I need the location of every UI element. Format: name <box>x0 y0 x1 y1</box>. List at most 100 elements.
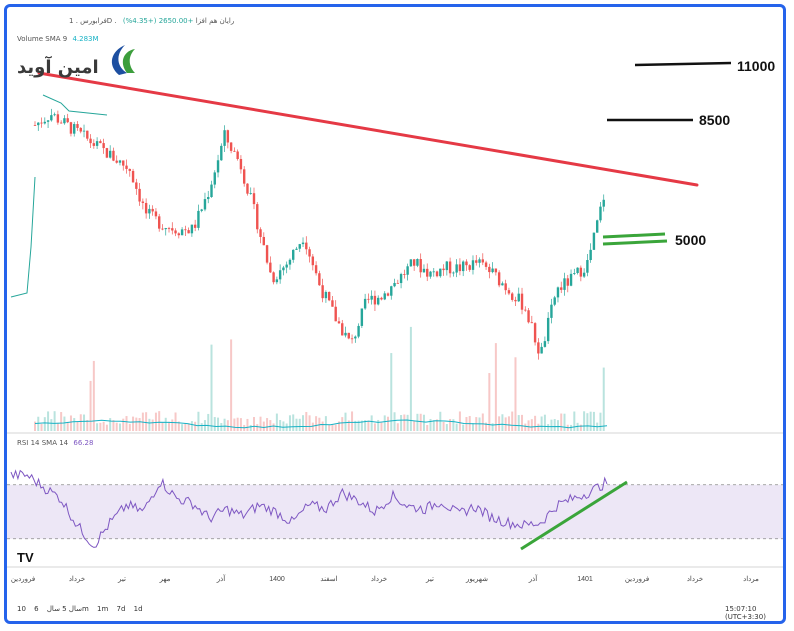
x-tick-label: تیر <box>117 576 126 583</box>
x-tick-label: فروردین <box>11 576 35 583</box>
volume-bar <box>148 418 151 431</box>
candle-body <box>416 259 419 266</box>
candle-body <box>442 268 445 271</box>
candle-body <box>37 122 40 126</box>
price-chart[interactable]: 11000 8500 5000 فروردین خرداد تیر مهر آذر 140… <box>7 7 783 621</box>
candle-body <box>419 259 422 273</box>
volume-bar <box>413 421 416 431</box>
timeframe-6m[interactable]: 6m <box>34 605 89 613</box>
candle-body <box>429 271 432 277</box>
volume-bar <box>151 419 154 431</box>
candle-body <box>475 260 478 263</box>
candle-body <box>341 323 344 336</box>
candle-body <box>586 260 589 273</box>
volume-bar <box>462 424 465 431</box>
candle-body <box>321 285 324 299</box>
candle-body <box>573 273 576 274</box>
candle-body <box>579 267 583 277</box>
candle-body <box>481 259 484 263</box>
volume-bar <box>377 419 380 431</box>
volume-bar <box>419 413 422 431</box>
candle-body <box>236 151 239 159</box>
volume-bar <box>122 418 125 431</box>
candle-body <box>543 341 547 347</box>
volume-bar <box>524 423 527 431</box>
candle-body <box>278 270 282 280</box>
timeframe-5y[interactable]: 5 سال <box>46 605 67 613</box>
timeframe-1m[interactable]: 1m <box>97 605 109 613</box>
candle-body <box>377 297 380 305</box>
volume-bar <box>308 415 311 431</box>
candle-body <box>599 206 602 221</box>
candle-body <box>207 197 210 200</box>
volume-bar <box>171 419 174 431</box>
volume-bar <box>302 415 305 431</box>
candle-body <box>494 268 498 273</box>
volume-bar <box>589 411 592 431</box>
volume-bar <box>256 424 259 431</box>
candle-body <box>595 220 599 233</box>
volume-bar <box>164 417 167 431</box>
volume-bar <box>537 423 540 431</box>
volume-bar <box>298 418 301 431</box>
candle-body <box>295 248 298 250</box>
candle-body <box>576 267 579 274</box>
volume-bar <box>259 416 262 431</box>
x-tick-label: شهریور <box>465 576 488 583</box>
volume-bar <box>357 420 360 431</box>
timeframe-7d[interactable]: 7d <box>116 605 126 613</box>
candle-body <box>102 143 105 149</box>
volume-bar <box>527 420 530 431</box>
candle-body <box>403 274 406 275</box>
volume-bar <box>481 413 484 431</box>
volume-bar <box>560 413 563 431</box>
candle-body <box>63 118 66 124</box>
candle-body <box>383 293 386 300</box>
candle-body <box>154 211 158 217</box>
candle-body <box>265 245 269 263</box>
timeframe-bar: 10 سال 5 سال 6m 1m 7d 1d <box>17 605 143 613</box>
candle-body <box>563 278 566 290</box>
rsi-line <box>10 469 608 548</box>
volume-bar <box>416 413 419 431</box>
candle-body <box>174 230 177 234</box>
rsi-band <box>7 484 783 539</box>
price-change: +2650.00 (+4.35%) <box>122 17 194 25</box>
candle-body <box>550 304 553 318</box>
volume-bar <box>158 411 161 431</box>
volume-bar <box>449 418 452 431</box>
candle-body <box>537 342 540 354</box>
candle-body <box>491 268 494 273</box>
level-label-5000: 5000 <box>675 232 706 248</box>
volume-bar <box>390 353 393 431</box>
timeframe-10y[interactable]: 10 سال <box>17 605 82 613</box>
candle-body <box>292 249 295 260</box>
candle-body <box>468 265 471 270</box>
volume-bar <box>387 416 390 431</box>
volume-bar <box>249 424 252 431</box>
candle-body <box>350 338 354 340</box>
volume-bar <box>89 380 92 431</box>
candle-body <box>327 291 331 301</box>
candle-body <box>46 120 50 122</box>
timeframe-1d[interactable]: 1d <box>133 605 143 613</box>
volume-bar <box>223 418 226 431</box>
volume-bar <box>226 420 229 431</box>
candle-body <box>602 199 605 207</box>
tradingview-logo-icon: TV <box>17 550 34 565</box>
candle-body <box>197 210 200 228</box>
candle-body <box>118 160 122 163</box>
volume-bar <box>471 423 474 431</box>
volume-bar <box>498 416 501 431</box>
candles <box>10 94 605 360</box>
candle-body <box>33 125 37 126</box>
volume-bar <box>517 415 520 431</box>
candle-body <box>233 150 236 152</box>
volume-bar <box>547 424 550 431</box>
x-tick-label: خرداد <box>69 575 85 583</box>
candle-body <box>125 165 128 169</box>
candle-body <box>347 332 350 339</box>
x-tick-label: 1401 <box>577 576 593 583</box>
candle-body <box>360 308 364 326</box>
candle-body <box>282 267 285 271</box>
